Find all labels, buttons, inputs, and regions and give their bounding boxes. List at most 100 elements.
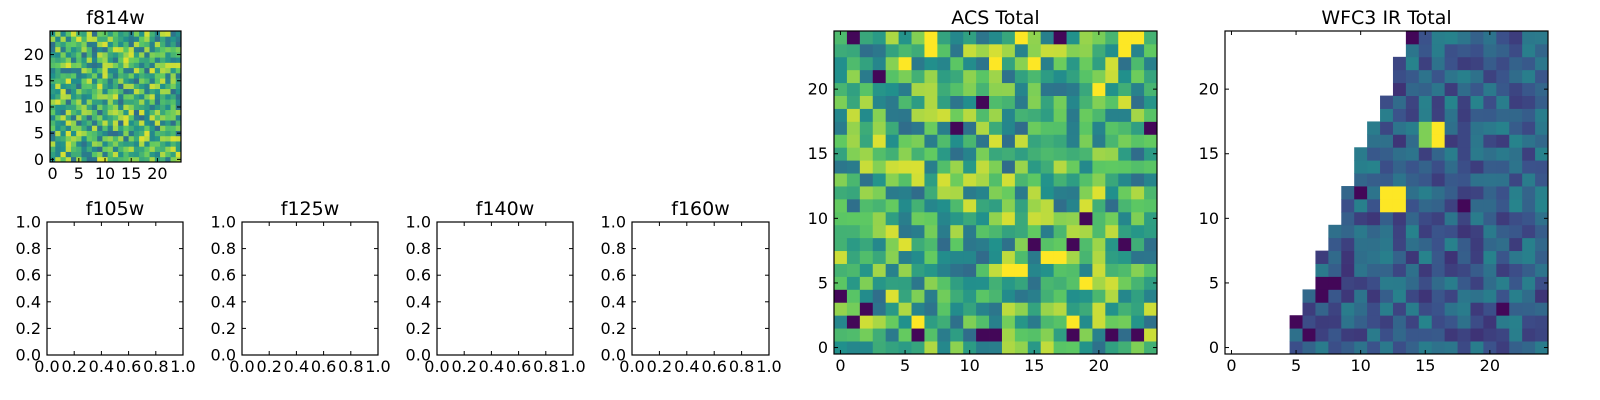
heatmap-cell <box>911 56 925 71</box>
heatmap-cell <box>1457 198 1471 213</box>
y-tick-label: 10 <box>808 209 828 228</box>
heatmap-cell <box>1367 224 1381 239</box>
heatmap-cell <box>963 263 977 277</box>
heatmap-cell <box>128 67 135 74</box>
heatmap-cell <box>175 31 182 37</box>
heatmap-cell <box>950 315 964 329</box>
heatmap-cell <box>1354 341 1368 355</box>
heatmap-cell <box>950 224 964 239</box>
heatmap-cell <box>70 46 77 53</box>
heatmap-cell <box>128 125 135 131</box>
heatmap-cell <box>139 125 145 131</box>
heatmap-cell <box>144 67 150 74</box>
heatmap-cell <box>60 125 67 131</box>
heatmap-cell <box>1457 289 1471 303</box>
heatmap-cell <box>950 263 964 277</box>
heatmap-cell <box>898 56 912 71</box>
heatmap-cell <box>1418 43 1433 58</box>
heatmap-cell <box>70 51 77 58</box>
heatmap-cell <box>70 93 77 100</box>
heatmap-cell <box>118 109 124 116</box>
heatmap-cell <box>1380 276 1394 290</box>
heatmap-cell <box>118 83 124 90</box>
heatmap-cell <box>950 302 964 316</box>
heatmap-cell <box>1509 82 1523 96</box>
heatmap-cell <box>1380 147 1394 161</box>
heatmap-cell <box>846 69 861 84</box>
heatmap-cell <box>989 250 1003 264</box>
heatmap-cell <box>911 186 925 200</box>
heatmap-cell <box>1027 173 1042 187</box>
heatmap-cell <box>846 237 861 252</box>
heatmap-cell <box>118 41 124 48</box>
heatmap-cell <box>963 56 977 71</box>
heatmap-cell <box>834 186 848 200</box>
heatmap-cell <box>107 51 114 58</box>
heatmap-cell <box>937 289 951 303</box>
heatmap-cell <box>989 289 1003 303</box>
heatmap-cell <box>118 99 124 105</box>
heatmap-cell <box>1014 315 1029 329</box>
heatmap-cell <box>1431 211 1446 226</box>
heatmap-cell <box>1496 328 1510 342</box>
heatmap-cell <box>1131 211 1145 226</box>
heatmap-cell <box>1118 250 1132 264</box>
heatmap-cell <box>1066 250 1080 264</box>
heatmap-cell <box>1367 121 1381 135</box>
heatmap-cell <box>1079 263 1093 277</box>
heatmap-cell <box>950 173 964 187</box>
heatmap-cell <box>834 31 848 45</box>
heatmap-cell <box>1066 69 1080 84</box>
heatmap-cell <box>1105 56 1119 71</box>
heatmap-cell <box>86 125 93 131</box>
heatmap-cell <box>1105 173 1119 187</box>
heatmap-cell <box>1014 43 1029 58</box>
heatmap-cell <box>911 160 925 174</box>
heatmap-cell <box>1053 224 1067 239</box>
heatmap-cell <box>1457 69 1471 84</box>
heatmap-cell <box>123 88 129 95</box>
heatmap-cell <box>1483 43 1497 58</box>
heatmap-cell <box>1392 289 1407 303</box>
heatmap-cell <box>1444 121 1458 135</box>
heatmap-cell <box>898 224 912 239</box>
heatmap-cell <box>834 211 848 226</box>
heatmap-cell <box>898 289 912 303</box>
heatmap-cell <box>112 67 119 74</box>
heatmap-cell <box>1341 315 1355 329</box>
heatmap-cell <box>1053 173 1067 187</box>
heatmap-cell <box>1470 147 1484 161</box>
heatmap-cell <box>937 108 951 122</box>
heatmap-cell <box>1079 56 1093 71</box>
heatmap-cell <box>65 41 72 48</box>
heatmap-cell <box>60 67 67 74</box>
heatmap-cell <box>1105 198 1119 213</box>
heatmap-cell <box>1380 250 1394 264</box>
heatmap-cell <box>112 104 119 110</box>
heatmap-cell <box>898 134 912 148</box>
heatmap-cell <box>950 43 964 58</box>
heatmap-cell <box>123 62 129 69</box>
heatmap-cell <box>1001 121 1016 135</box>
heatmap-cell <box>1418 250 1433 264</box>
heatmap-cell <box>86 78 93 84</box>
heatmap-cell <box>86 57 93 63</box>
heatmap-cell <box>859 289 874 303</box>
heatmap-cell <box>1001 315 1016 329</box>
heatmap-cell <box>1522 237 1536 252</box>
heatmap-cell <box>1380 224 1394 239</box>
heatmap-cell <box>859 147 874 161</box>
heatmap-cell <box>976 43 990 58</box>
heatmap-cell <box>885 186 899 200</box>
heatmap-cell <box>937 224 951 239</box>
heatmap-cell <box>60 41 67 48</box>
heatmap-cell <box>1092 302 1106 316</box>
y-tick-label: 0.4 <box>16 292 41 311</box>
heatmap-cell <box>1522 173 1536 187</box>
x-tick-label: 0.0 <box>34 357 59 376</box>
heatmap-cell <box>834 198 848 213</box>
heatmap-cell <box>128 46 135 53</box>
heatmap-cell <box>139 109 145 116</box>
heatmap-cell <box>118 62 124 69</box>
